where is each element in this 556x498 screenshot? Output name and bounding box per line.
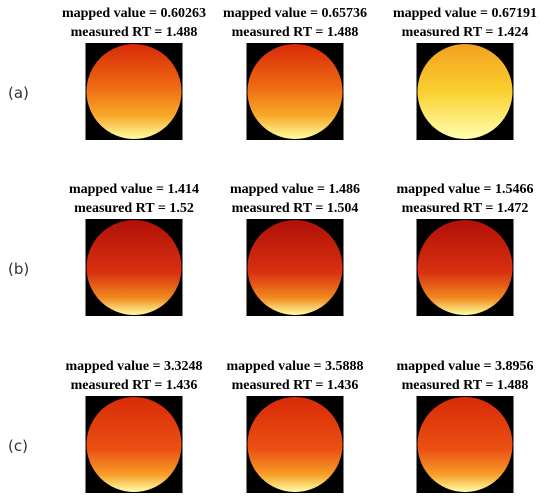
row-label: (a) [8, 84, 29, 102]
panel-subtitle: measured RT = 1.436 [71, 378, 198, 393]
panel-title: mapped value = 3.5888 [226, 359, 363, 374]
heatmap-image [87, 44, 182, 139]
row-label: (c) [8, 437, 28, 455]
panel-title: mapped value = 0.60263 [62, 6, 206, 21]
heatmap-image [87, 220, 182, 315]
panel-title: mapped value = 3.8956 [396, 359, 533, 374]
panel-subtitle: measured RT = 1.436 [232, 378, 359, 393]
figure: (a) mapped value = 0.60263 measured RT = 1… [0, 0, 556, 498]
heatmap-image [418, 44, 513, 139]
heatmap-image [418, 397, 513, 492]
heatmap-image [248, 44, 343, 139]
panel-title: mapped value = 1.414 [69, 182, 199, 197]
panel-subtitle: measured RT = 1.488 [71, 25, 198, 40]
panel-subtitle: measured RT = 1.52 [74, 201, 194, 216]
panel-subtitle: measured RT = 1.424 [402, 25, 529, 40]
heatmap-image [418, 220, 513, 315]
heatmap-image [248, 220, 343, 315]
panel-subtitle: measured RT = 1.504 [232, 201, 359, 216]
panel-title: mapped value = 0.65736 [223, 6, 367, 21]
panel-title: mapped value = 0.67191 [393, 6, 537, 21]
panel-title: mapped value = 3.3248 [65, 359, 202, 374]
panel-subtitle: measured RT = 1.472 [402, 201, 529, 216]
panel-title: mapped value = 1.5466 [396, 182, 533, 197]
heatmap-image [87, 397, 182, 492]
panel-subtitle: measured RT = 1.488 [402, 378, 529, 393]
heatmap-image [248, 397, 343, 492]
panel-title: mapped value = 1.486 [230, 182, 360, 197]
panel-subtitle: measured RT = 1.488 [232, 25, 359, 40]
row-label: (b) [8, 260, 29, 278]
